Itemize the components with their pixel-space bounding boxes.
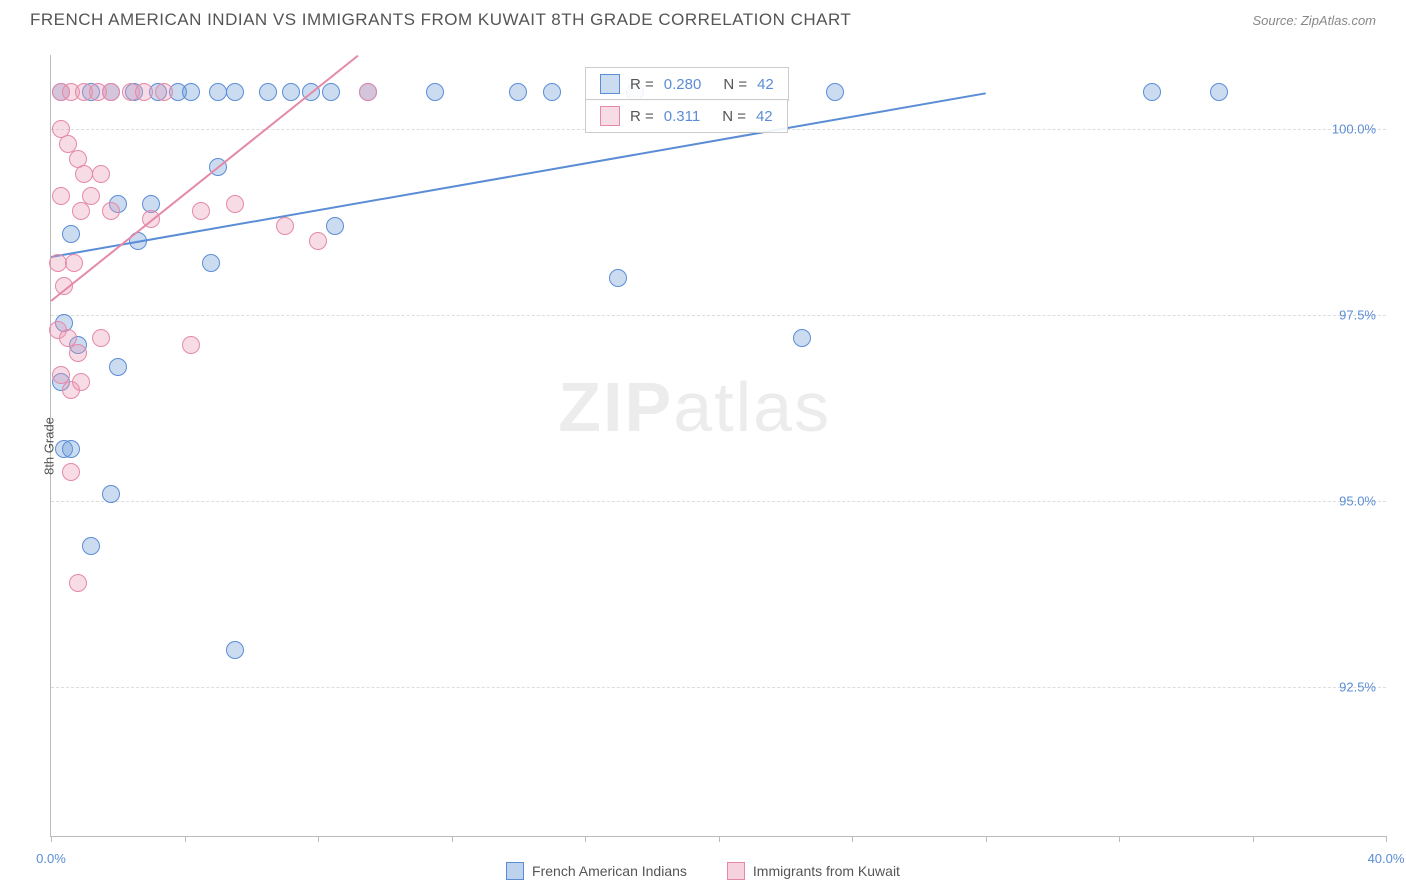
data-point bbox=[509, 83, 527, 101]
xtick bbox=[185, 836, 186, 842]
stat-r-value: 0.311 bbox=[664, 108, 700, 125]
stat-box: R = 0.280 N = 42 bbox=[585, 67, 789, 101]
data-point bbox=[192, 202, 210, 220]
xtick bbox=[1119, 836, 1120, 842]
stat-n-label: N = bbox=[723, 76, 747, 93]
xtick bbox=[1253, 836, 1254, 842]
data-point bbox=[182, 336, 200, 354]
data-point bbox=[226, 641, 244, 659]
plot-area: ZIPatlas 92.5%95.0%97.5%100.0%0.0%40.0%R… bbox=[50, 55, 1386, 837]
ytick-label: 95.0% bbox=[1339, 494, 1376, 509]
xtick bbox=[986, 836, 987, 842]
data-point bbox=[609, 269, 627, 287]
data-point bbox=[75, 165, 93, 183]
data-point bbox=[226, 195, 244, 213]
data-point bbox=[109, 358, 127, 376]
xtick bbox=[452, 836, 453, 842]
ytick-label: 100.0% bbox=[1332, 122, 1376, 137]
stat-n-value: 42 bbox=[757, 76, 774, 93]
legend-item: French American Indians bbox=[506, 862, 687, 880]
data-point bbox=[135, 83, 153, 101]
grid-line bbox=[51, 687, 1386, 688]
data-point bbox=[49, 254, 67, 272]
data-point bbox=[543, 83, 561, 101]
chart-container: ZIPatlas 92.5%95.0%97.5%100.0%0.0%40.0%R… bbox=[50, 55, 1386, 837]
stat-n-label: N = bbox=[722, 108, 746, 125]
data-point bbox=[326, 217, 344, 235]
data-point bbox=[82, 537, 100, 555]
xtick bbox=[719, 836, 720, 842]
data-point bbox=[282, 83, 300, 101]
bottom-legend: French American Indians Immigrants from K… bbox=[0, 862, 1406, 880]
stat-r-value: 0.280 bbox=[664, 76, 702, 93]
data-point bbox=[226, 83, 244, 101]
data-point bbox=[1143, 83, 1161, 101]
xtick bbox=[318, 836, 319, 842]
stat-r-label: R = bbox=[630, 108, 654, 125]
chart-title: FRENCH AMERICAN INDIAN VS IMMIGRANTS FRO… bbox=[30, 10, 851, 30]
legend-swatch bbox=[727, 862, 745, 880]
data-point bbox=[276, 217, 294, 235]
data-point bbox=[65, 254, 83, 272]
xtick bbox=[852, 836, 853, 842]
watermark: ZIPatlas bbox=[558, 367, 831, 447]
data-point bbox=[182, 83, 200, 101]
data-point bbox=[72, 373, 90, 391]
data-point bbox=[155, 83, 173, 101]
data-point bbox=[102, 83, 120, 101]
data-point bbox=[309, 232, 327, 250]
source-label: Source: ZipAtlas.com bbox=[1252, 13, 1376, 28]
legend-swatch bbox=[600, 106, 620, 126]
data-point bbox=[62, 463, 80, 481]
data-point bbox=[69, 574, 87, 592]
xtick bbox=[1386, 836, 1387, 842]
data-point bbox=[259, 83, 277, 101]
data-point bbox=[62, 225, 80, 243]
stat-r-label: R = bbox=[630, 76, 654, 93]
data-point bbox=[426, 83, 444, 101]
data-point bbox=[69, 344, 87, 362]
legend-label: French American Indians bbox=[532, 863, 687, 879]
legend-label: Immigrants from Kuwait bbox=[753, 863, 900, 879]
stat-box: R = 0.311 N = 42 bbox=[585, 99, 788, 133]
trend-line bbox=[51, 92, 986, 258]
legend-item: Immigrants from Kuwait bbox=[727, 862, 900, 880]
data-point bbox=[52, 187, 70, 205]
data-point bbox=[209, 83, 227, 101]
data-point bbox=[202, 254, 220, 272]
ytick-label: 92.5% bbox=[1339, 680, 1376, 695]
data-point bbox=[102, 202, 120, 220]
grid-line bbox=[51, 315, 1386, 316]
data-point bbox=[72, 202, 90, 220]
y-axis-label: 8th Grade bbox=[41, 417, 56, 475]
grid-line bbox=[51, 501, 1386, 502]
ytick-label: 97.5% bbox=[1339, 308, 1376, 323]
legend-swatch bbox=[506, 862, 524, 880]
xtick bbox=[585, 836, 586, 842]
stat-n-value: 42 bbox=[756, 108, 773, 125]
data-point bbox=[62, 440, 80, 458]
data-point bbox=[359, 83, 377, 101]
data-point bbox=[92, 165, 110, 183]
data-point bbox=[826, 83, 844, 101]
data-point bbox=[1210, 83, 1228, 101]
legend-swatch bbox=[600, 74, 620, 94]
data-point bbox=[92, 329, 110, 347]
data-point bbox=[793, 329, 811, 347]
data-point bbox=[102, 485, 120, 503]
data-point bbox=[322, 83, 340, 101]
xtick bbox=[51, 836, 52, 842]
